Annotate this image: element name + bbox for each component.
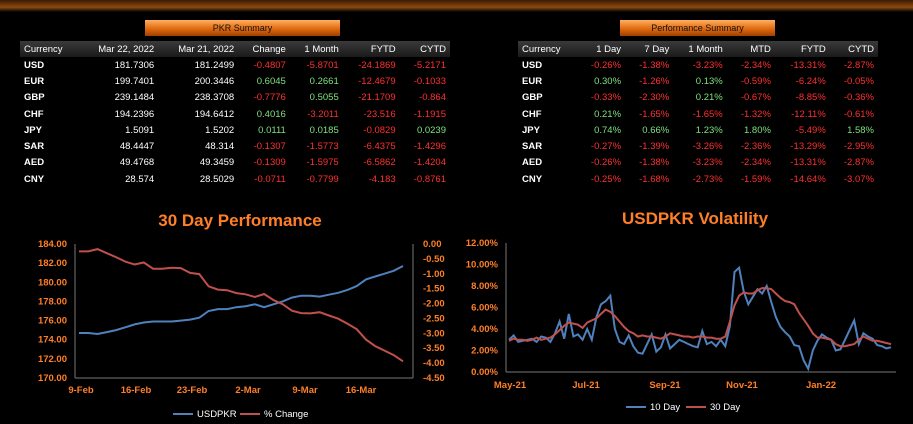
x-tick-label: Jan-22 xyxy=(806,380,836,391)
y-tick-label: 10.00% xyxy=(466,260,499,271)
series-line-30-day xyxy=(509,288,891,346)
legend-label: 30 Day xyxy=(710,402,740,413)
x-tick-label: Nov-21 xyxy=(726,380,758,391)
y-tick-label: 6.00% xyxy=(471,303,498,314)
x-tick-label: Jul-21 xyxy=(572,380,600,391)
legend-label: 10 Day xyxy=(650,402,680,413)
y-tick-label: 2.00% xyxy=(471,346,498,357)
y-tick-label: 8.00% xyxy=(471,281,498,292)
y-tick-label: 0.00% xyxy=(471,367,498,378)
y-tick-label: 4.00% xyxy=(471,324,498,335)
y-tick-label: 12.00% xyxy=(466,238,499,249)
series-line-10-day xyxy=(509,268,891,369)
x-tick-label: Sep-21 xyxy=(649,380,681,391)
x-tick-label: May-21 xyxy=(494,380,527,391)
